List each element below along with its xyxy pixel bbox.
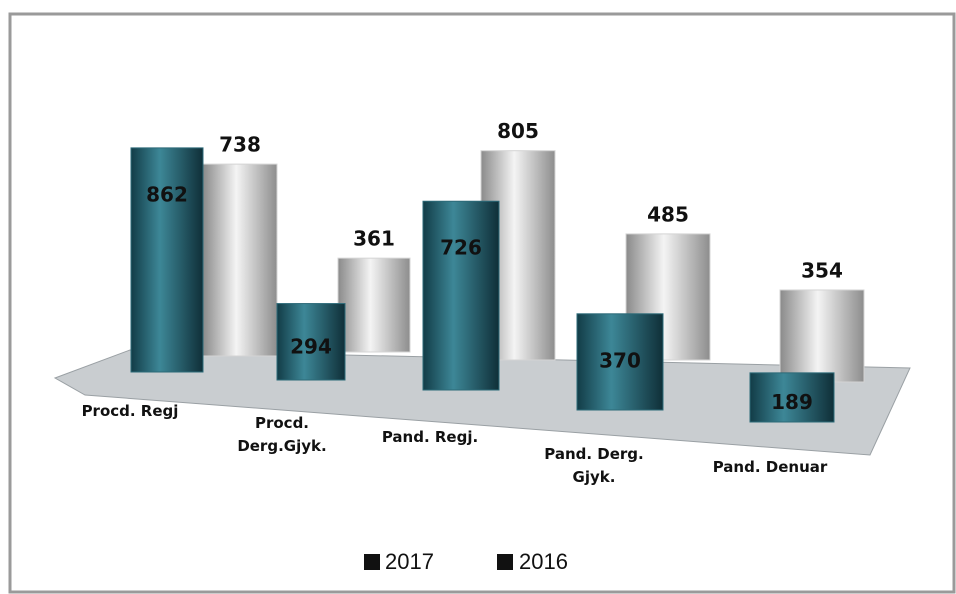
bars: 738 361 805 485 354 862 294 726 370 189: [130, 119, 865, 423]
legend-label: 2017: [385, 549, 434, 574]
value-label: 485: [647, 202, 689, 226]
cylinder: [202, 163, 278, 357]
cylinder: [576, 313, 664, 411]
value-label: 805: [497, 119, 539, 143]
value-label: 738: [219, 133, 261, 157]
value-label: 354: [801, 258, 843, 282]
value-label: 370: [599, 348, 641, 372]
value-label: 361: [353, 227, 395, 251]
value-label: 862: [146, 182, 188, 206]
cylinder: [337, 257, 411, 353]
cylinder: [422, 200, 500, 391]
category-label: Pand. Derg. Gjyk.: [544, 445, 644, 486]
legend-swatch: [364, 554, 380, 570]
value-label: 189: [771, 390, 813, 414]
value-label: 294: [290, 334, 332, 358]
value-label: 726: [440, 236, 482, 260]
legend-label: 2016: [519, 549, 568, 574]
cylinder: [276, 303, 346, 381]
cylinder: [130, 147, 204, 373]
category-label: Procd. Regj: [81, 402, 179, 420]
category-label: Procd. Derg.Gjyk.: [237, 414, 327, 455]
category-label: Pand. Denuar: [712, 458, 828, 476]
frame: [8, 12, 956, 594]
cylinder: [749, 372, 835, 423]
floor: [53, 349, 911, 456]
legend-swatch: [497, 554, 513, 570]
cylinder: [779, 289, 865, 383]
category-label: Pand. Regj.: [381, 428, 479, 446]
